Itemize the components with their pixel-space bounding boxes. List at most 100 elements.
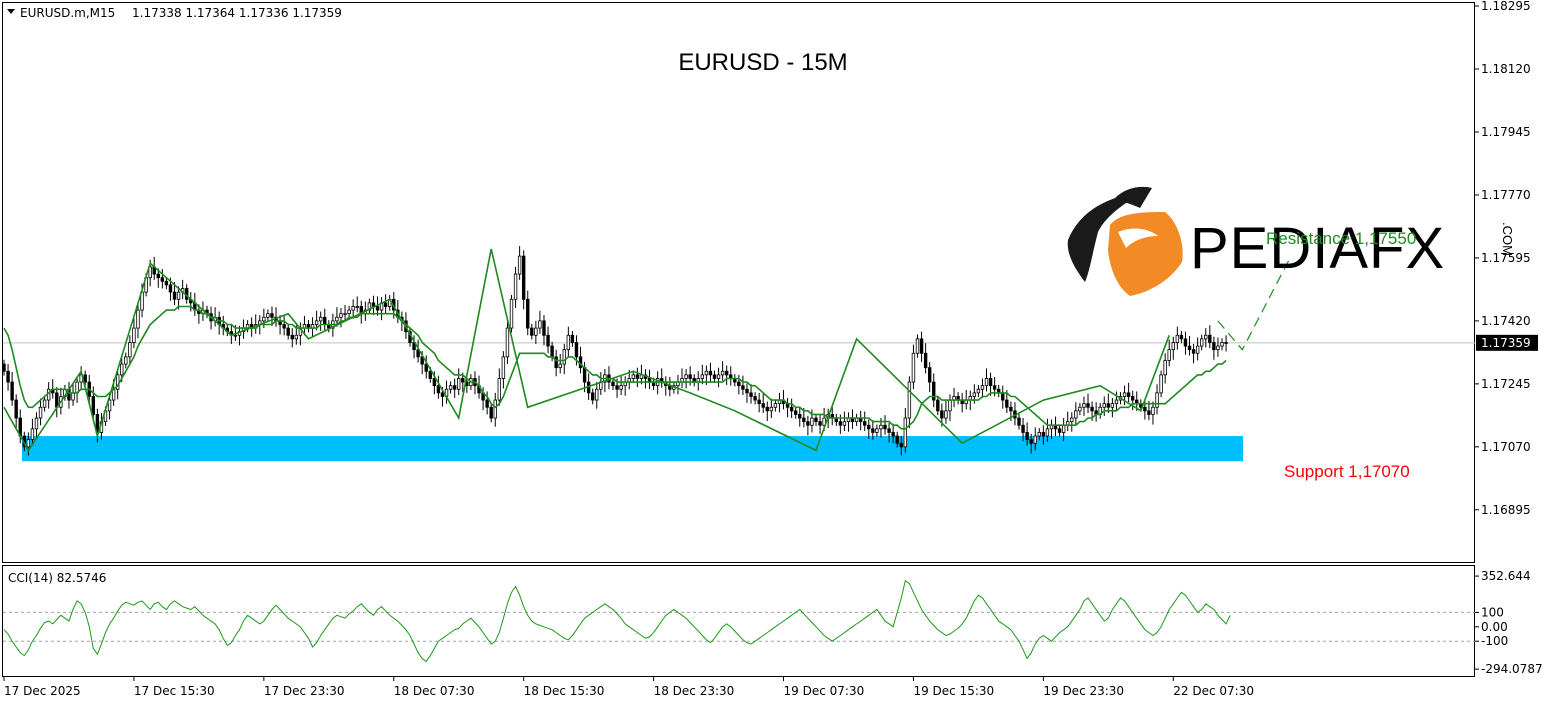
candle-body [1216,345,1220,351]
candle [1021,418,1025,442]
candle [936,395,940,416]
candle-body [1110,403,1115,408]
candle-body [339,313,343,318]
candle-body [1074,410,1078,419]
candle [753,392,757,405]
candle [814,413,818,426]
candle [538,310,542,334]
candle-body [424,363,428,372]
candle-body [903,417,908,448]
candle-body [1114,399,1119,405]
candle-body [1086,403,1090,408]
candle [530,323,534,340]
candle-body [493,399,497,419]
candle-body [720,370,725,376]
candle [339,307,343,328]
candle-body [1057,428,1062,433]
cci-axis-label: 100 [1481,605,1504,619]
candle-body [895,435,899,444]
candle [1126,382,1131,403]
candle [1224,335,1228,352]
candle [720,361,725,381]
candle-body [156,273,160,279]
time-axis-label: 17 Dec 15:30 [134,684,215,698]
candle [457,368,461,396]
candle [1204,328,1208,348]
candle-body [562,349,566,365]
candle-body [972,392,977,397]
candle [513,266,518,308]
cci-axis-label: 0.00 [1481,620,1508,634]
candle-body [1171,342,1175,351]
logo-black-top-icon [1115,186,1152,208]
candle [282,315,286,336]
candle-body [534,327,538,336]
candle-body [1061,424,1066,433]
candle-body [798,414,802,419]
candle-body [1033,435,1037,444]
candle-body [1204,334,1208,340]
main-panel-frame [2,2,1475,563]
candle [798,407,802,427]
price-axis-label: 1.17070 [1481,440,1531,454]
candle [980,378,985,398]
candle-body [745,388,749,394]
time-axis-label: 17 Dec 2025 [4,684,81,698]
candle-body [314,320,319,325]
candle [708,362,713,383]
candle-body [907,381,912,419]
candle-body [1122,392,1127,397]
candle [988,372,993,396]
candle-body [530,327,534,336]
projection-path [1217,255,1292,351]
candle-body [1001,392,1005,401]
candle-body [818,421,822,426]
candle [424,355,428,379]
candle [351,299,355,319]
cci-axis-label: -294.0787 [1481,662,1543,676]
candle-body [871,428,875,433]
candle [761,393,765,414]
candle [1179,330,1184,344]
candle [546,326,550,354]
candle-body [1126,392,1131,397]
projection-layer [1217,255,1292,351]
candle-body [769,406,774,412]
candle-body [716,374,721,379]
candle-body [10,381,14,401]
candle [619,375,623,396]
price-axis-label: 1.18120 [1481,62,1531,76]
candle [1086,393,1090,414]
zigzag-layer [3,248,1170,452]
price-axis-label: 1.17770 [1481,188,1531,202]
candle-body [160,277,165,282]
candle-body [704,370,709,376]
candle-body [684,374,688,379]
candle-body [1187,345,1192,351]
candle-body [294,334,299,340]
cci-axis-label: -100 [1481,634,1508,648]
candle-body [976,388,981,394]
candle-body [38,406,43,419]
candle [915,334,920,358]
candle-body [810,417,814,426]
candle-body [1130,396,1135,401]
candle-body [1200,338,1204,347]
candle-body [619,385,623,390]
candle-body [526,298,530,329]
chart-menu-triangle-icon[interactable] [7,9,15,14]
candle [1029,433,1033,454]
logo-wordmark: PEDIAFX [1190,216,1445,281]
candle [1102,396,1106,416]
candle-body [286,327,290,336]
candle-body [875,428,879,433]
candle-body [724,370,729,376]
candle [136,304,140,339]
resistance-label: Resistance 1,17550 [1266,229,1416,248]
candle [562,343,566,375]
candle-body [290,334,294,340]
candle-body [440,392,445,397]
candle [903,407,908,453]
candle-body [570,334,575,343]
candle [1078,402,1082,416]
